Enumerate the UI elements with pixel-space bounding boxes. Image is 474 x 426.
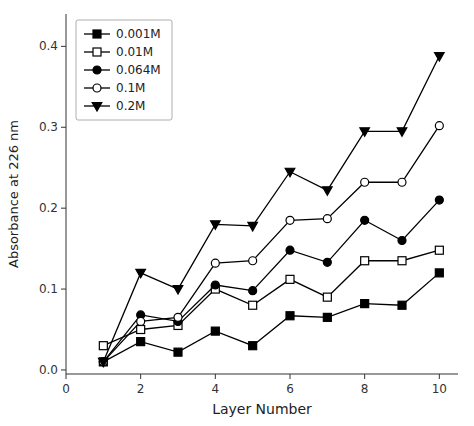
- x-tick: [439, 374, 440, 379]
- x-tick-label: 8: [361, 382, 369, 396]
- x-tick: [140, 374, 141, 379]
- point: [398, 237, 406, 245]
- legend-marker: [93, 66, 101, 74]
- x-tick-label: 6: [286, 382, 294, 396]
- point: [174, 348, 182, 356]
- y-tick-label: 0.1: [39, 282, 58, 296]
- y-tick-label: 0.3: [39, 120, 58, 134]
- legend-marker: [93, 84, 101, 92]
- point: [435, 196, 443, 204]
- point: [286, 312, 294, 320]
- point: [211, 281, 219, 289]
- point: [285, 168, 295, 177]
- point: [435, 122, 443, 130]
- series-line: [103, 200, 439, 362]
- point: [323, 293, 331, 301]
- legend-label: 0.064M: [116, 63, 161, 77]
- y-tick: [61, 289, 66, 290]
- point: [398, 257, 406, 265]
- series: [99, 122, 443, 366]
- point: [249, 257, 257, 265]
- point: [174, 313, 182, 321]
- point: [435, 269, 443, 277]
- x-tick: [215, 374, 216, 379]
- y-axis-line: [66, 14, 67, 374]
- legend-label: 0.2M: [116, 99, 145, 113]
- legend-marker: [93, 30, 101, 38]
- point: [398, 301, 406, 309]
- point: [249, 301, 257, 309]
- y-tick: [61, 208, 66, 209]
- point: [323, 187, 333, 196]
- point: [361, 216, 369, 224]
- y-tick: [61, 127, 66, 128]
- legend-label: 0.001M: [116, 27, 161, 41]
- point: [248, 222, 258, 231]
- y-tick-label: 0.4: [39, 39, 58, 53]
- point: [398, 178, 406, 186]
- point: [99, 358, 107, 366]
- x-tick-label: 10: [432, 382, 447, 396]
- legend-box: [76, 20, 172, 120]
- point: [136, 269, 146, 278]
- point: [137, 317, 145, 325]
- point: [361, 178, 369, 186]
- point: [99, 358, 107, 366]
- x-tick: [290, 374, 291, 379]
- point: [360, 128, 370, 137]
- x-tick: [66, 374, 67, 379]
- chart: 0 2 4 6 8 10 0.0 0.1 0.2 0.3 0.4 Layer Number Absorb…: [0, 0, 474, 426]
- point: [99, 358, 107, 366]
- point: [99, 358, 109, 367]
- y-axis-label: Absorbance at 226 nm: [6, 120, 21, 268]
- y-tick: [61, 369, 66, 370]
- legend: 0.001M 0.01M 0.064M 0.1M 0.2M: [76, 20, 172, 120]
- point: [99, 342, 107, 350]
- series: [99, 246, 443, 349]
- point: [323, 258, 331, 266]
- point: [249, 342, 257, 350]
- point: [397, 128, 407, 137]
- point: [361, 300, 369, 308]
- point: [286, 216, 294, 224]
- point: [361, 257, 369, 265]
- point: [211, 327, 219, 335]
- legend-marker: [93, 48, 101, 56]
- point: [286, 246, 294, 254]
- point: [137, 338, 145, 346]
- point: [211, 259, 219, 267]
- series-line: [103, 250, 439, 345]
- point: [286, 275, 294, 283]
- y-tick: [61, 46, 66, 47]
- x-tick-label: 2: [137, 382, 145, 396]
- series-line: [103, 126, 439, 362]
- x-axis-label: Layer Number: [212, 401, 312, 417]
- y-tick-label: 0.0: [39, 363, 58, 377]
- x-tick-label: 0: [62, 382, 70, 396]
- point: [435, 246, 443, 254]
- x-tick-label: 4: [212, 382, 220, 396]
- point: [249, 287, 257, 295]
- point: [323, 313, 331, 321]
- series: [99, 196, 443, 366]
- y-tick-label: 0.2: [39, 201, 58, 215]
- x-axis-line: [66, 374, 458, 375]
- legend-label: 0.1M: [116, 81, 145, 95]
- background: [0, 0, 474, 426]
- legend-label: 0.01M: [116, 45, 153, 59]
- x-tick: [364, 374, 365, 379]
- point: [211, 221, 221, 230]
- point: [173, 286, 183, 295]
- point: [435, 53, 445, 62]
- point: [323, 215, 331, 223]
- legend-marker: [92, 103, 102, 112]
- point: [137, 326, 145, 334]
